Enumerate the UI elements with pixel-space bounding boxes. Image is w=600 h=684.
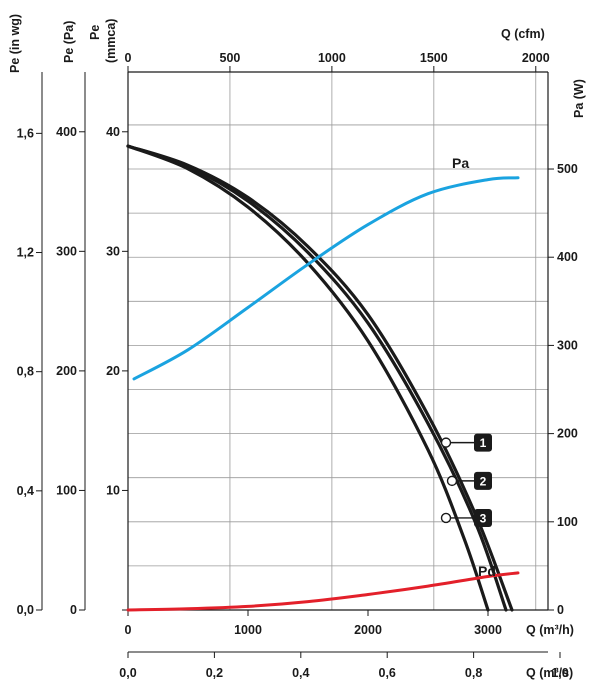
tick-label-m3s: 0,8 bbox=[465, 666, 482, 680]
tick-label-pa: 0 bbox=[70, 603, 77, 617]
marker-badge-3 bbox=[474, 508, 492, 527]
tick-label-inwg: 0,4 bbox=[17, 484, 34, 498]
tick-label-cfm: 1000 bbox=[318, 51, 346, 65]
marker-point-3 bbox=[440, 512, 452, 524]
axis-titles: Pe (in wg) Pe (Pa) Pe (mmca) Pa (W) Q (c… bbox=[8, 14, 586, 680]
series-label-pd: Pd bbox=[478, 563, 496, 579]
tick-label-w: 300 bbox=[557, 338, 578, 352]
tick-label-mmca: 20 bbox=[106, 364, 120, 378]
series-labels: Pa Pd bbox=[452, 155, 496, 579]
marker-point-2 bbox=[446, 475, 458, 487]
tick-label-mmca: 40 bbox=[106, 125, 120, 139]
y-right-axis-title: Pa (W) bbox=[572, 79, 586, 118]
tick-label-m3s: 1,0 bbox=[551, 666, 568, 680]
tick-label-cfm: 1500 bbox=[420, 51, 448, 65]
marker-badge-label: 1 bbox=[480, 436, 487, 450]
x-top-axis-title: Q (cfm) bbox=[501, 27, 545, 41]
tick-label-m3h: 1000 bbox=[234, 623, 262, 637]
tick-label-cfm: 0 bbox=[125, 51, 132, 65]
series-line-3 bbox=[126, 144, 490, 612]
tick-label-mmca: 10 bbox=[106, 483, 120, 497]
series-line-pa bbox=[132, 176, 520, 381]
tick-label-w: 200 bbox=[557, 427, 578, 441]
tick-label-m3s: 0,0 bbox=[119, 666, 136, 680]
tick-label-cfm: 500 bbox=[220, 51, 241, 65]
y-mmca-axis-title-line1: Pe bbox=[88, 25, 102, 40]
series-line-2 bbox=[126, 144, 508, 612]
marker-badge-2 bbox=[474, 471, 492, 490]
tick-label-cfm: 2000 bbox=[522, 51, 550, 65]
tick-label-m3s: 0,2 bbox=[206, 666, 223, 680]
tick-label-w: 0 bbox=[557, 603, 564, 617]
tick-label-pa: 200 bbox=[56, 364, 77, 378]
tick-label-pa: 100 bbox=[56, 483, 77, 497]
tick-label-inwg: 1,6 bbox=[17, 126, 34, 140]
tick-label-m3s: 0,4 bbox=[292, 666, 309, 680]
tick-label-w: 100 bbox=[557, 515, 578, 529]
series-line-1 bbox=[126, 144, 514, 612]
series-lines bbox=[126, 144, 520, 612]
tick-label-inwg: 1,2 bbox=[17, 246, 34, 260]
tick-label-mmca: 30 bbox=[106, 244, 120, 258]
y-pa-axis-title: Pe (Pa) bbox=[62, 21, 76, 63]
y-inwg-axis-title: Pe (in wg) bbox=[8, 14, 22, 73]
tick-label-m3h: 3000 bbox=[474, 623, 502, 637]
curve-markers: 1 2 3 bbox=[440, 433, 492, 527]
tick-label-inwg: 0,8 bbox=[17, 365, 34, 379]
tick-label-pa: 300 bbox=[56, 244, 77, 258]
x-bottom2-axis-title: Q (m³/s) bbox=[526, 666, 573, 680]
marker-badge-1 bbox=[474, 433, 492, 452]
marker-badge-label: 2 bbox=[480, 474, 487, 488]
tick-label-w: 400 bbox=[557, 250, 578, 264]
tick-label-pa: 400 bbox=[56, 125, 77, 139]
tick-label-m3h: 2000 bbox=[354, 623, 382, 637]
x-bottom-axis-title: Q (m³/h) bbox=[526, 623, 574, 637]
series-line-pd bbox=[126, 571, 520, 612]
axes bbox=[36, 66, 561, 658]
marker-badge-label: 3 bbox=[480, 511, 487, 525]
tick-label-inwg: 0,0 bbox=[17, 603, 34, 617]
marker-point-1 bbox=[440, 437, 452, 448]
grid bbox=[128, 72, 548, 610]
tick-label-m3h: 0 bbox=[125, 623, 132, 637]
series-label-pa: Pa bbox=[452, 155, 469, 171]
y-mmca-axis-title-line2: (mmca) bbox=[104, 19, 118, 63]
tick-label-w: 500 bbox=[557, 162, 578, 176]
tick-label-m3s: 0,6 bbox=[379, 666, 396, 680]
tick-labels: 0,00,40,81,21,60100200300400102030400100… bbox=[17, 51, 578, 680]
